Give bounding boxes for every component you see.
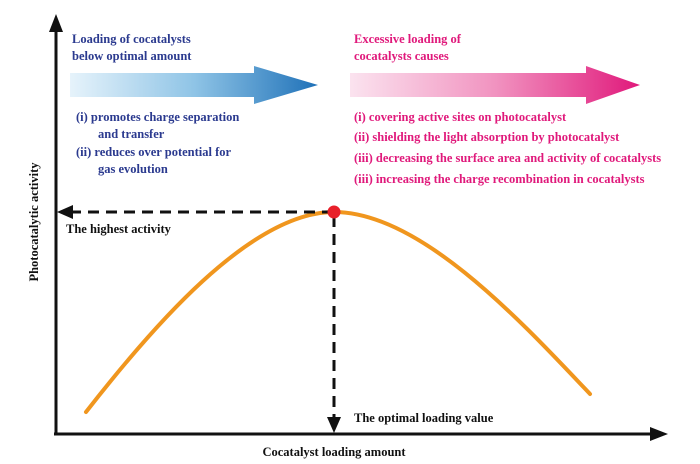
right-heading-line2: cocatalysts causes [354,49,449,63]
optimal-loading-label: The optimal loading value [354,411,494,425]
left-item-1: (i) promotes charge separation [76,110,239,124]
right-item-4: (iii) increasing the charge recombinatio… [354,172,645,186]
right-item-2: (ii) shielding the light absorption by p… [354,130,620,144]
right-item-3: (iii) decreasing the surface area and ac… [354,151,661,165]
y-axis-label: Photocatalytic activity [27,162,41,282]
right-panel: Excessive loading of cocatalysts causes … [350,32,661,186]
left-heading-line1: Loading of cocatalysts [72,32,191,46]
right-item-1: (i) covering active sites on photocataly… [354,110,567,124]
optimal-loading-arrowhead [327,417,341,433]
pink-gradient-arrow [350,66,640,104]
left-heading-line2: below optimal amount [72,49,192,63]
x-axis-label: Cocatalyst loading amount [262,445,406,459]
left-item-2: (ii) reduces over potential for [76,145,232,159]
x-axis-arrowhead [650,427,668,441]
left-panel: Loading of cocatalysts below optimal amo… [70,32,318,176]
blue-gradient-arrow [70,66,318,104]
axes [49,14,668,441]
activity-curve [84,209,592,414]
left-item-2-cont: gas evolution [98,162,168,176]
left-item-1-cont: and transfer [98,127,165,141]
peak-point [327,205,341,219]
right-heading-line1: Excessive loading of [354,32,462,46]
highest-activity-label: The highest activity [66,222,172,236]
y-axis-arrowhead [49,14,63,32]
highest-activity-arrowhead [57,205,73,219]
